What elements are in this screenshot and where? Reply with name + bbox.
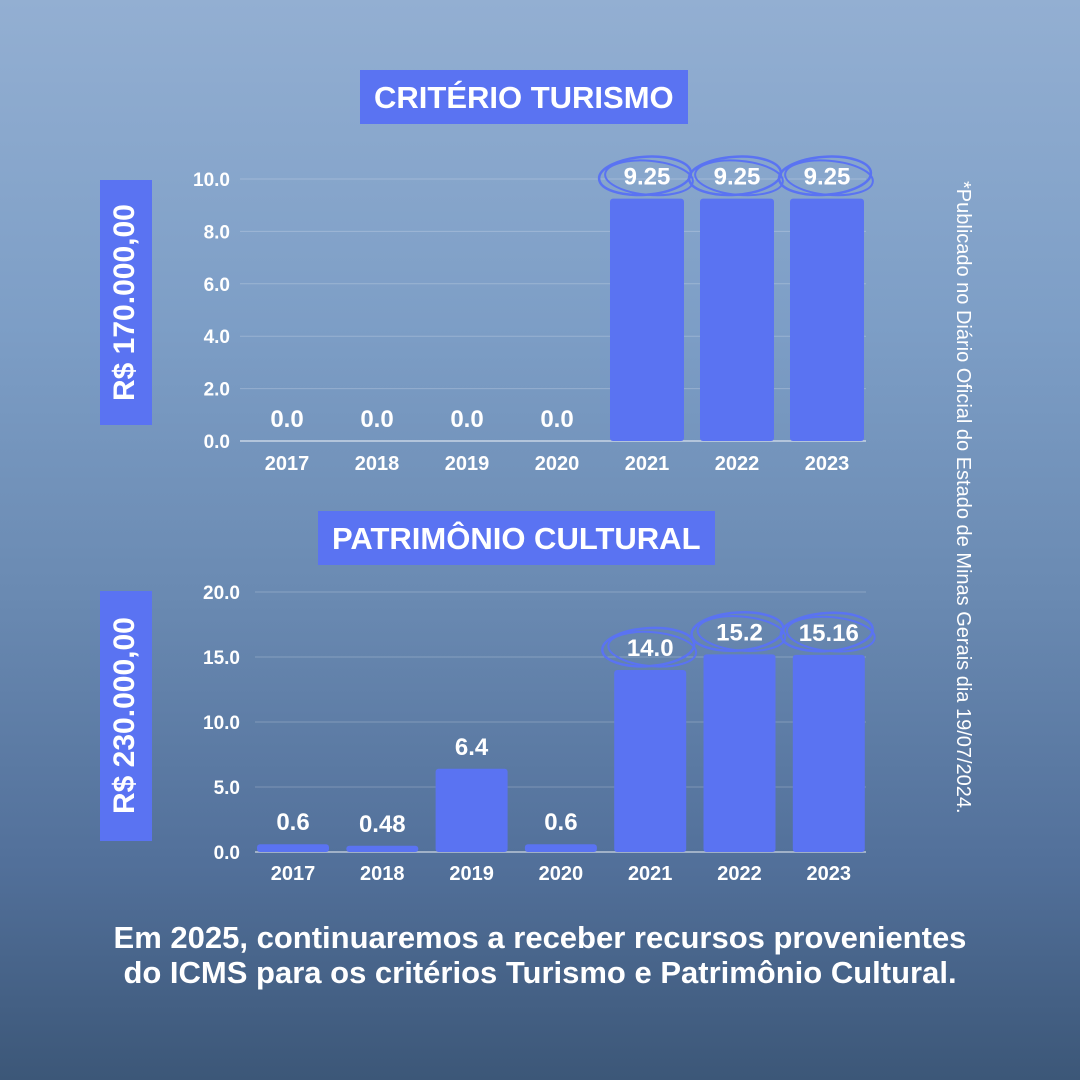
data-label: 0.48 xyxy=(359,811,406,838)
data-label: 6.4 xyxy=(455,734,489,761)
x-tick-label: 2021 xyxy=(625,453,670,475)
bar-2022 xyxy=(700,198,774,441)
bar-2021 xyxy=(610,198,684,441)
footer-text: Em 2025, continuaremos a receber recurso… xyxy=(113,920,967,990)
data-label: 9.25 xyxy=(804,164,851,191)
source-note: *Publicado no Diário Oficial do Estado d… xyxy=(952,181,974,814)
highlight-circle xyxy=(696,615,787,652)
data-label: 0.0 xyxy=(270,406,303,433)
data-label: 0.6 xyxy=(276,809,309,836)
y-tick-label: 0.0 xyxy=(204,432,230,453)
y-tick-label: 10.0 xyxy=(193,170,230,191)
bar-2018 xyxy=(346,845,419,852)
x-tick-label: 2019 xyxy=(445,453,490,475)
highlight-circle xyxy=(785,615,876,653)
y-tick-label: 0.0 xyxy=(214,843,240,864)
bar-2017 xyxy=(257,844,329,852)
y-tick-label: 5.0 xyxy=(214,778,240,799)
x-tick-label: 2023 xyxy=(807,863,852,885)
chart-title-patrimonio: PATRIMÔNIO CULTURAL xyxy=(318,511,715,565)
data-label: 0.6 xyxy=(544,809,577,836)
bar-2019 xyxy=(435,768,508,852)
x-tick-label: 2023 xyxy=(805,453,850,475)
x-tick-label: 2018 xyxy=(355,453,400,475)
data-label: 0.0 xyxy=(360,406,393,433)
x-tick-label: 2022 xyxy=(717,863,762,885)
data-label: 15.2 xyxy=(716,619,763,646)
y-tick-label: 20.0 xyxy=(203,583,240,604)
x-tick-label: 2018 xyxy=(360,863,405,885)
chart-title-turismo: CRITÉRIO TURISMO xyxy=(360,70,688,124)
y-tick-label: 15.0 xyxy=(203,648,240,669)
highlight-circle xyxy=(604,159,694,197)
bar-2022 xyxy=(703,654,776,852)
bar-2021 xyxy=(614,670,687,852)
y-tick-label: 10.0 xyxy=(203,713,240,734)
data-label: 15.16 xyxy=(799,620,859,647)
bar-2023 xyxy=(790,198,864,441)
y-tick-label: 4.0 xyxy=(204,327,230,348)
data-label: 9.25 xyxy=(624,164,671,191)
x-tick-label: 2017 xyxy=(271,863,316,885)
x-tick-label: 2022 xyxy=(715,453,760,475)
x-tick-label: 2020 xyxy=(535,453,580,475)
y-tick-label: 8.0 xyxy=(204,222,230,243)
highlight-circle xyxy=(694,159,784,197)
bar-2023 xyxy=(792,654,865,852)
data-label: 0.0 xyxy=(540,406,573,433)
x-tick-label: 2019 xyxy=(449,863,494,885)
bar-2020 xyxy=(524,844,597,852)
y-tick-label: 6.0 xyxy=(204,275,230,296)
data-label: 14.0 xyxy=(627,635,674,662)
highlight-circle xyxy=(607,630,698,668)
data-label: 9.25 xyxy=(714,164,761,191)
data-label: 0.0 xyxy=(450,406,483,433)
x-tick-label: 2020 xyxy=(539,863,584,885)
y-tick-label: 2.0 xyxy=(204,380,230,401)
x-tick-label: 2017 xyxy=(265,453,310,475)
highlight-circle xyxy=(784,159,874,197)
x-tick-label: 2021 xyxy=(628,863,673,885)
